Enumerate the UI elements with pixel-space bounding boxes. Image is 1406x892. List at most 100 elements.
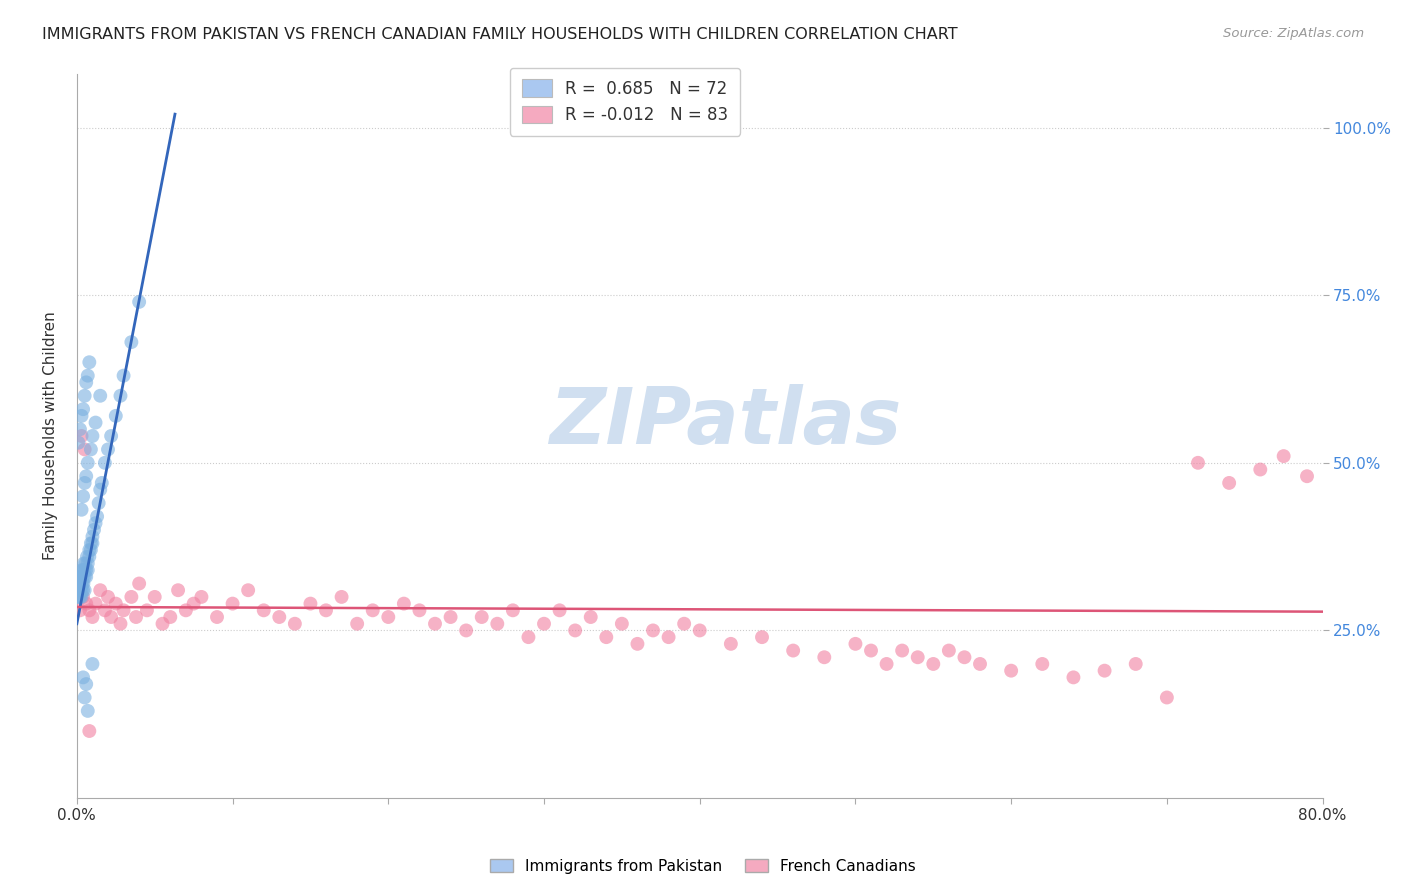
Point [75, 677, 97, 691]
Point [73, 570, 96, 584]
Point [953, 650, 976, 665]
Point [610, 616, 633, 631]
Point [564, 624, 586, 638]
Point [80, 536, 103, 550]
Point [471, 610, 494, 624]
Point [70, 590, 93, 604]
Point [548, 603, 571, 617]
Point [73, 583, 96, 598]
Point [70, 576, 93, 591]
Point [284, 616, 307, 631]
Point [75, 597, 97, 611]
Point [79, 543, 101, 558]
Point [110, 616, 132, 631]
Point [1296, 469, 1319, 483]
Point [89, 583, 111, 598]
Point [907, 650, 929, 665]
Point [79, 355, 101, 369]
Point [112, 603, 135, 617]
Point [1125, 657, 1147, 671]
Point [938, 643, 960, 657]
Point [76, 549, 98, 564]
Point [70, 502, 93, 516]
Point [75, 570, 97, 584]
Point [70, 563, 93, 577]
Legend: R =  0.685   N = 72, R = -0.012   N = 83: R = 0.685 N = 72, R = -0.012 N = 83 [510, 68, 740, 136]
Point [1272, 449, 1295, 463]
Point [72, 402, 94, 417]
Point [76, 557, 98, 571]
Point [67, 590, 90, 604]
Point [90, 475, 112, 490]
Point [72, 576, 94, 591]
Point [205, 610, 228, 624]
Point [69, 583, 91, 598]
Y-axis label: Family Households with Children: Family Households with Children [44, 311, 58, 560]
Point [1000, 664, 1022, 678]
Point [89, 483, 111, 497]
Point [72, 576, 94, 591]
Point [79, 724, 101, 739]
Point [67, 583, 90, 598]
Point [236, 583, 259, 598]
Point [69, 590, 91, 604]
Point [112, 368, 135, 383]
Point [269, 610, 291, 624]
Point [658, 630, 681, 644]
Point [104, 409, 127, 423]
Point [641, 624, 664, 638]
Point [84, 516, 107, 531]
Point [167, 583, 190, 598]
Point [104, 597, 127, 611]
Point [82, 530, 104, 544]
Point [859, 643, 882, 657]
Point [190, 590, 212, 604]
Point [689, 624, 711, 638]
Point [423, 616, 446, 631]
Point [346, 616, 368, 631]
Point [72, 670, 94, 684]
Point [87, 496, 110, 510]
Point [844, 637, 866, 651]
Point [456, 624, 478, 638]
Point [83, 523, 105, 537]
Point [75, 557, 97, 571]
Point [408, 603, 430, 617]
Point [82, 429, 104, 443]
Point [73, 557, 96, 571]
Point [94, 603, 117, 617]
Point [517, 630, 540, 644]
Point [76, 563, 98, 577]
Point [136, 603, 159, 617]
Point [174, 603, 197, 617]
Text: Source: ZipAtlas.com: Source: ZipAtlas.com [1223, 27, 1364, 40]
Point [69, 603, 91, 617]
Point [70, 583, 93, 598]
Point [73, 442, 96, 457]
Text: IMMIGRANTS FROM PAKISTAN VS FRENCH CANADIAN FAMILY HOUSEHOLDS WITH CHILDREN CORR: IMMIGRANTS FROM PAKISTAN VS FRENCH CANAD… [42, 27, 957, 42]
Legend: Immigrants from Pakistan, French Canadians: Immigrants from Pakistan, French Canadia… [484, 853, 922, 880]
Point [69, 576, 91, 591]
Point [1031, 657, 1053, 671]
Point [120, 590, 142, 604]
Point [79, 549, 101, 564]
Point [183, 597, 205, 611]
Point [128, 576, 150, 591]
Point [120, 335, 142, 350]
Point [751, 630, 773, 644]
Point [969, 657, 991, 671]
Point [533, 616, 555, 631]
Point [67, 570, 90, 584]
Point [73, 690, 96, 705]
Point [67, 435, 90, 450]
Point [70, 429, 93, 443]
Point [82, 657, 104, 671]
Point [72, 583, 94, 598]
Point [1156, 690, 1178, 705]
Point [720, 637, 742, 651]
Point [82, 536, 104, 550]
Point [82, 610, 104, 624]
Point [813, 650, 835, 665]
Point [73, 475, 96, 490]
Point [73, 563, 96, 577]
